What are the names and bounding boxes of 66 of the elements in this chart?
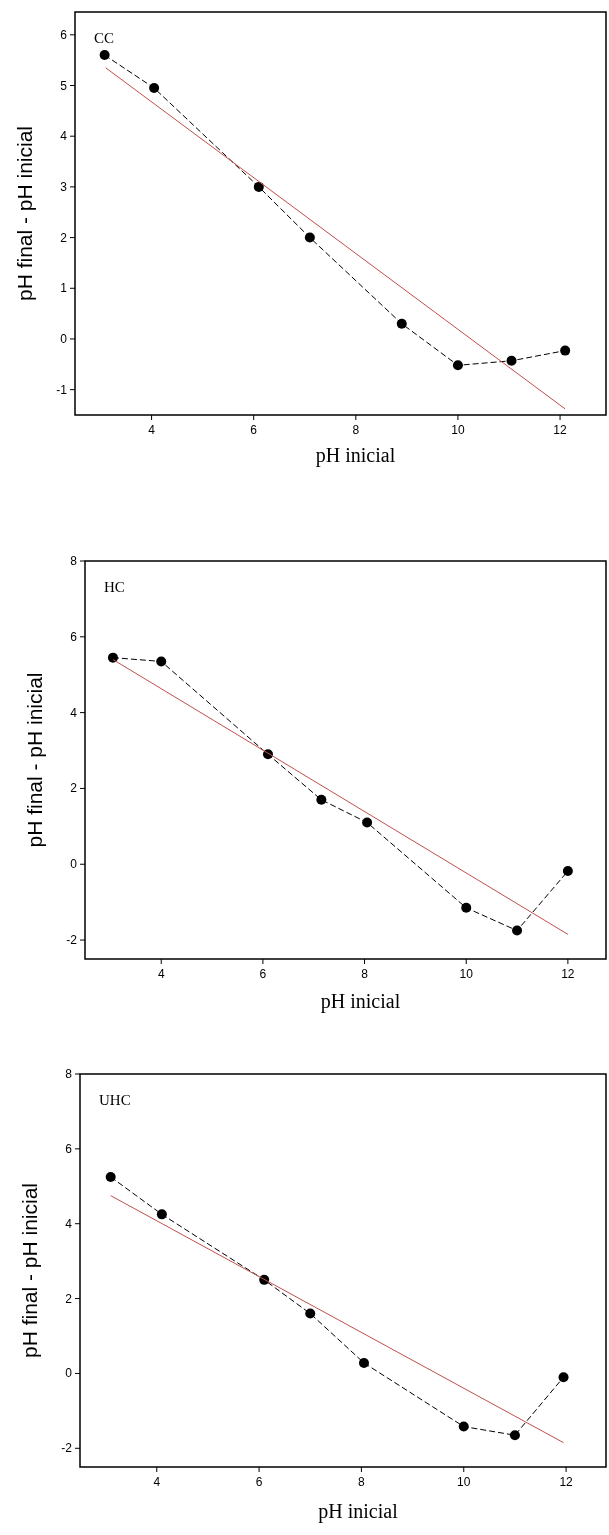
y-tick-label: 0 bbox=[60, 331, 68, 346]
y-tick-label: 6 bbox=[60, 27, 68, 42]
x-tick-label: 8 bbox=[352, 423, 360, 437]
x-axis-title: pH inicial bbox=[318, 1500, 399, 1523]
x-tick-label: 4 bbox=[148, 423, 156, 437]
y-tick-label: 0 bbox=[65, 1366, 73, 1381]
x-axis-title: pH inicial bbox=[315, 444, 396, 467]
point bbox=[156, 656, 167, 667]
x-tick-label: 12 bbox=[559, 1475, 574, 1489]
annotation: CC bbox=[94, 30, 115, 46]
point bbox=[461, 902, 472, 913]
point bbox=[560, 345, 571, 356]
point bbox=[156, 1209, 167, 1220]
y-axis-title: pH final - pH inicial bbox=[23, 672, 46, 848]
point bbox=[105, 1171, 116, 1182]
point bbox=[558, 1372, 569, 1383]
point bbox=[99, 50, 110, 61]
y-tick-label: 1 bbox=[60, 281, 68, 296]
point bbox=[304, 232, 315, 243]
point bbox=[396, 318, 407, 329]
x-tick-label: 10 bbox=[459, 967, 474, 981]
point bbox=[253, 181, 264, 192]
y-tick-label: 6 bbox=[65, 1141, 73, 1156]
point bbox=[107, 652, 118, 663]
y-tick-label: 8 bbox=[65, 1067, 73, 1081]
y-tick-label: 2 bbox=[65, 1291, 73, 1306]
point bbox=[316, 794, 327, 805]
x-tick-label: 8 bbox=[358, 1475, 366, 1489]
x-tick-label: 6 bbox=[250, 423, 258, 437]
y-tick-label: 4 bbox=[70, 705, 78, 720]
point bbox=[305, 1308, 316, 1319]
x-tick-label: 12 bbox=[561, 967, 575, 981]
y-tick-label: 0 bbox=[70, 857, 78, 872]
x-tick-label: 12 bbox=[553, 423, 568, 437]
y-tick-label: 4 bbox=[65, 1216, 73, 1231]
y-tick-label: 4 bbox=[60, 129, 68, 144]
point bbox=[506, 355, 517, 366]
point bbox=[149, 83, 160, 94]
annotation: UHC bbox=[99, 1092, 131, 1108]
x-tick-label: 4 bbox=[153, 1475, 161, 1489]
point bbox=[458, 1421, 469, 1432]
y-axis-title: pH final - pH inicial bbox=[13, 125, 36, 302]
point bbox=[362, 817, 373, 828]
y-tick-label: -2 bbox=[66, 933, 78, 948]
x-tick-label: 10 bbox=[451, 423, 465, 437]
y-tick-label: 3 bbox=[60, 179, 68, 194]
x-tick-label: 6 bbox=[259, 967, 267, 981]
x-tick-label: 8 bbox=[361, 967, 369, 981]
y-axis-title: pH final - pH inicial bbox=[18, 1182, 41, 1359]
y-tick-label: 6 bbox=[70, 629, 78, 644]
x-tick-label: 4 bbox=[157, 967, 165, 981]
x-tick-label: 6 bbox=[255, 1475, 263, 1489]
point bbox=[452, 360, 463, 371]
y-tick-label: 5 bbox=[60, 78, 68, 93]
y-tick-label: -2 bbox=[61, 1441, 73, 1456]
x-tick-label: 10 bbox=[457, 1475, 471, 1489]
point bbox=[512, 925, 523, 936]
point bbox=[358, 1357, 369, 1368]
point bbox=[562, 866, 573, 877]
y-tick-label: 2 bbox=[60, 230, 68, 245]
y-tick-label: 2 bbox=[70, 781, 78, 796]
y-tick-label: -1 bbox=[56, 382, 68, 397]
annotation: HC bbox=[104, 579, 125, 595]
x-axis-title: pH inicial bbox=[320, 990, 401, 1013]
point bbox=[509, 1430, 520, 1441]
y-tick-label: 8 bbox=[70, 554, 78, 568]
